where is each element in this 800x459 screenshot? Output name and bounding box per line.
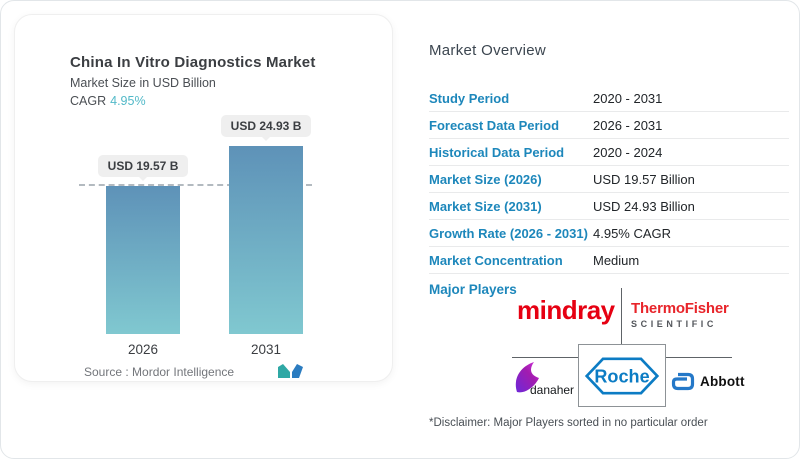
abbott-wordmark: Abbott: [700, 374, 745, 389]
row-label: Growth Rate (2026 - 2031): [429, 225, 588, 241]
row-value: 2020 - 2024: [593, 144, 663, 160]
roche-wordmark: Roche: [594, 366, 649, 386]
row-label: Market Concentration: [429, 252, 563, 268]
row-label: Forecast Data Period: [429, 117, 560, 133]
roche-hexagon-icon: Roche: [584, 356, 660, 395]
player-grid-divider: [621, 288, 622, 344]
chart-title: China In Vitro Diagnostics Market: [70, 54, 316, 71]
bar-2026: [106, 186, 180, 334]
bar-value-label-2026: USD 19.57 B: [97, 155, 189, 177]
table-row: Market Size (2026) USD 19.57 Billion: [429, 166, 789, 193]
reference-dashed-line: [79, 184, 312, 186]
chart-subtitle: Market Size in USD Billion: [70, 76, 216, 90]
thermo-fisher-logo: ThermoFisher SCIENTIFIC: [631, 300, 741, 329]
row-value: USD 19.57 Billion: [593, 171, 695, 187]
bar-column-2031: USD 24.93 B: [220, 115, 312, 334]
row-label: Historical Data Period: [429, 144, 565, 160]
table-row: Market Size (2031) USD 24.93 Billion: [429, 193, 789, 220]
row-value: USD 24.93 Billion: [593, 198, 695, 214]
bar-chart: USD 19.57 B USD 24.93 B: [79, 94, 312, 334]
overview-heading: Market Overview: [429, 42, 547, 59]
abbott-a-icon: [671, 372, 695, 391]
table-row: Growth Rate (2026 - 2031) 4.95% CAGR: [429, 220, 789, 247]
bar-column-2026: USD 19.57 B: [97, 155, 189, 334]
disclaimer-text: *Disclaimer: Major Players sorted in no …: [429, 417, 708, 429]
row-label: Study Period: [429, 90, 510, 106]
pill-pointer-icon: [138, 176, 148, 181]
mindray-logo: mindray: [517, 295, 615, 325]
x-axis-label-2026: 2026: [127, 342, 159, 357]
table-row: Market Concentration Medium: [429, 247, 789, 274]
danaher-wordmark: danaher: [530, 383, 575, 397]
cagr-line: CAGR 4.95%: [70, 94, 146, 108]
row-value: 2026 - 2031: [593, 117, 663, 133]
player-grid-divider: [512, 357, 578, 358]
table-row: Forecast Data Period 2026 - 2031: [429, 112, 789, 139]
major-players-label: Major Players: [429, 282, 517, 297]
chart-card: China In Vitro Diagnostics Market Market…: [14, 14, 393, 382]
player-grid-divider: [666, 357, 732, 358]
table-row: Historical Data Period 2020 - 2024: [429, 139, 789, 166]
bar-value-label-2031: USD 24.93 B: [220, 115, 312, 137]
overview-table: Study Period 2020 - 2031 Forecast Data P…: [429, 85, 789, 274]
row-value: 4.95% CAGR: [593, 225, 672, 241]
x-axis-label-2031: 2031: [250, 342, 282, 357]
table-row: Study Period 2020 - 2031: [429, 85, 789, 112]
danaher-logo: danaher: [513, 361, 575, 400]
row-label: Market Size (2031): [429, 198, 542, 214]
row-value: 2020 - 2031: [593, 90, 663, 106]
thermo-fisher-wordmark: ThermoFisher: [631, 300, 729, 317]
danaher-swoosh-icon: [515, 362, 539, 393]
cagr-label: CAGR: [70, 94, 107, 108]
thermo-fisher-scientific-text: SCIENTIFIC: [631, 319, 718, 329]
bar-2031: [229, 146, 303, 334]
source-attribution: Source : Mordor Intelligence: [84, 365, 235, 379]
mordor-intelligence-logo-icon: [278, 364, 304, 384]
pill-pointer-icon: [261, 136, 271, 141]
row-label: Market Size (2026): [429, 171, 542, 187]
cagr-value: 4.95%: [110, 94, 146, 108]
abbott-logo: Abbott: [671, 372, 745, 391]
row-value: Medium: [593, 252, 640, 268]
roche-logo-box: Roche: [578, 344, 666, 407]
